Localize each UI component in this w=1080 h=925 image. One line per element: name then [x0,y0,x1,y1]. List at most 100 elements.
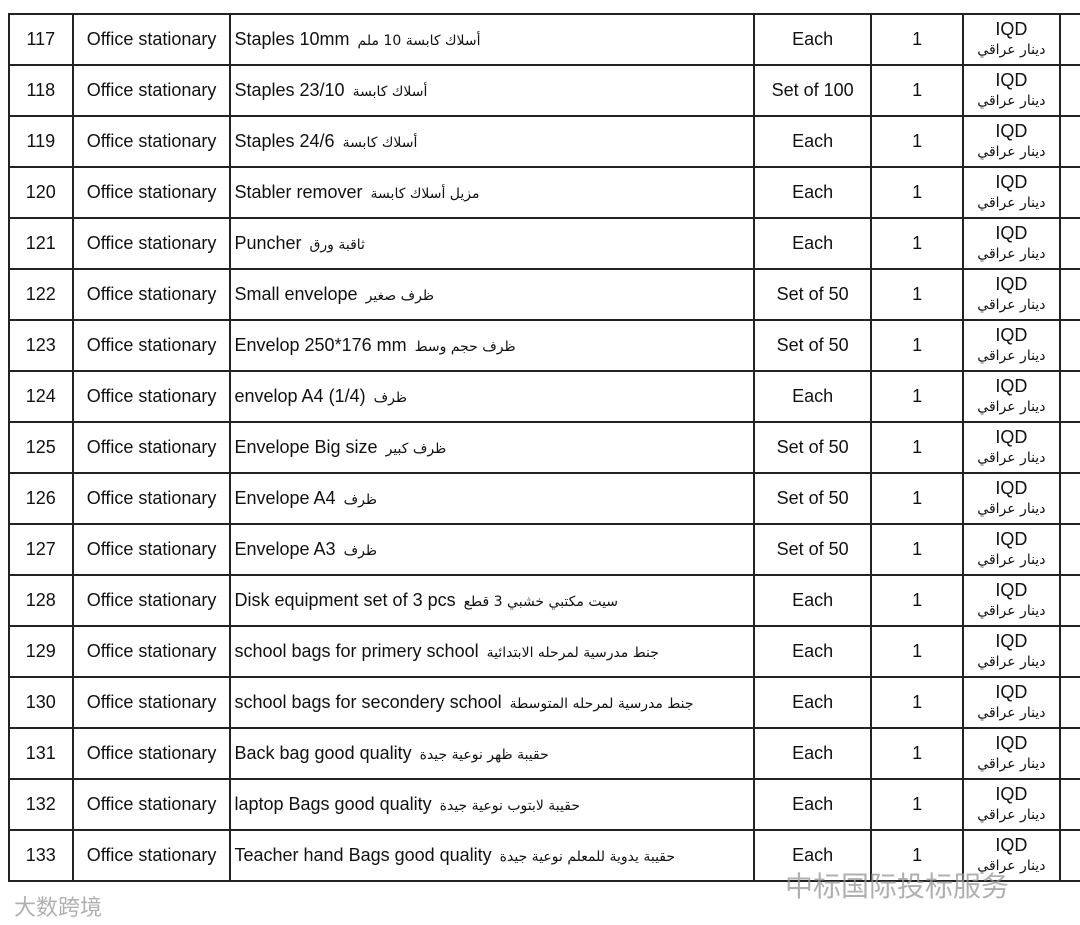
price-cell [1058,574,1080,627]
currency-code: IQD [995,222,1028,243]
item-unit: Set of 50 [752,472,873,525]
item-unit: Each [752,625,873,678]
item-description: Disk equipment set of 3 pcs سيت مكتبي خشب… [229,574,755,627]
currency-ar: دينار عراقي [977,551,1046,568]
item-description: Envelope Big size ظرف كبير [229,421,755,474]
item-category: Office stationary [71,115,232,168]
item-description: Puncher ثاقبة ورق [229,217,755,270]
table-row: 119 Office stationary Staples 24/6 أسلاك كا… [8,115,1080,168]
item-currency: IQD دينار عراقي [961,574,1061,627]
item-currency: IQD دينار عراقي [961,64,1061,117]
item-currency: IQD دينار عراقي [961,523,1061,576]
item-quantity: 1 [870,217,964,270]
price-cell [1058,625,1080,678]
item-quantity: 1 [870,778,964,831]
currency-code: IQD [995,18,1028,39]
item-currency: IQD دينار عراقي [961,421,1061,474]
table-row: 129 Office stationary school bags for prim… [8,625,1080,678]
item-quantity: 1 [870,829,964,882]
description-en: Teacher hand Bags good quality [234,845,492,865]
description-ar: أسلاك كابسة [352,84,428,100]
item-quantity: 1 [870,472,964,525]
description-en: Small envelope [234,284,358,304]
currency-ar: دينار عراقي [977,653,1046,670]
item-unit: Each [752,727,873,780]
table-row: 125 Office stationary Envelope Big size ظرف… [8,421,1080,474]
price-cell [1058,676,1080,729]
item-number: 127 [8,523,74,576]
description-en: Back bag good quality [234,743,412,763]
item-category: Office stationary [71,421,232,474]
item-category: Office stationary [71,472,232,525]
item-currency: IQD دينار عراقي [961,115,1061,168]
item-unit: Set of 100 [752,64,873,117]
table-row: 130 Office stationary school bags for seco… [8,676,1080,729]
currency-ar: دينار عراقي [977,398,1046,415]
currency-code: IQD [995,273,1028,294]
currency-code: IQD [995,477,1028,498]
price-cell [1058,13,1080,66]
currency-ar: دينار عراقي [977,449,1046,466]
item-unit: Each [752,217,873,270]
currency-ar: دينار عراقي [977,500,1046,517]
price-cell [1058,778,1080,831]
price-cell [1058,115,1080,168]
item-number: 129 [8,625,74,678]
item-unit: Each [752,574,873,627]
item-category: Office stationary [71,217,232,270]
description-ar: حقيبة ظهر نوعية جيدة [419,747,549,763]
description-ar: حقيبة لابتوب نوعية جيدة [439,798,580,814]
item-quantity: 1 [870,319,964,372]
description-en: envelop A4 (1/4) [234,386,366,406]
price-cell [1058,472,1080,525]
description-en: Staples 10mm [234,29,350,49]
item-number: 117 [8,13,74,66]
currency-ar: دينار عراقي [977,92,1046,109]
currency-code: IQD [995,120,1028,141]
table-row: 118 Office stationary Staples 23/10 أسلاك ك… [8,64,1080,117]
description-ar: ظرف [373,390,407,406]
currency-code: IQD [995,630,1028,651]
currency-ar: دينار عراقي [977,296,1046,313]
item-category: Office stationary [71,727,232,780]
table-row: 131 Office stationary Back bag good qualit… [8,727,1080,780]
item-number: 118 [8,64,74,117]
item-currency: IQD دينار عراقي [961,217,1061,270]
item-category: Office stationary [71,268,232,321]
item-quantity: 1 [870,370,964,423]
currency-code: IQD [995,579,1028,600]
item-unit: Each [752,370,873,423]
description-en: Staples 24/6 [234,131,335,151]
item-number: 130 [8,676,74,729]
item-category: Office stationary [71,625,232,678]
item-description: Envelope A4 ظرف [229,472,755,525]
currency-ar: دينار عراقي [977,143,1046,160]
currency-code: IQD [995,732,1028,753]
description-ar: أسلاك كابسة 10 ملم [357,33,481,49]
currency-ar: دينار عراقي [977,602,1046,619]
item-quantity: 1 [870,625,964,678]
item-description: Small envelope ظرف صغير [229,268,755,321]
price-cell [1058,64,1080,117]
item-description: school bags for primery school جنط مدرسية… [229,625,755,678]
item-category: Office stationary [71,166,232,219]
item-unit: Set of 50 [752,421,873,474]
watermark-left: 大数跨境 [14,896,103,921]
currency-code: IQD [995,783,1028,804]
description-en: laptop Bags good quality [234,794,432,814]
description-ar: جنط مدرسية لمرحله الابتدائية [486,645,659,661]
item-number: 131 [8,727,74,780]
item-currency: IQD دينار عراقي [961,625,1061,678]
table-row: 132 Office stationary laptop Bags good qua… [8,778,1080,831]
description-en: Envelope A4 [234,488,336,508]
item-number: 120 [8,166,74,219]
item-category: Office stationary [71,778,232,831]
description-ar: حقيبة يدوية للمعلم نوعية جيدة [499,849,676,865]
description-en: Envelop 250*176 mm [234,335,407,355]
item-number: 125 [8,421,74,474]
description-ar: جنط مدرسية لمرحله المتوسطة [509,696,694,712]
description-ar: أسلاك كابسة [342,135,418,151]
item-category: Office stationary [71,829,232,882]
currency-ar: دينار عراقي [977,806,1046,823]
item-category: Office stationary [71,370,232,423]
